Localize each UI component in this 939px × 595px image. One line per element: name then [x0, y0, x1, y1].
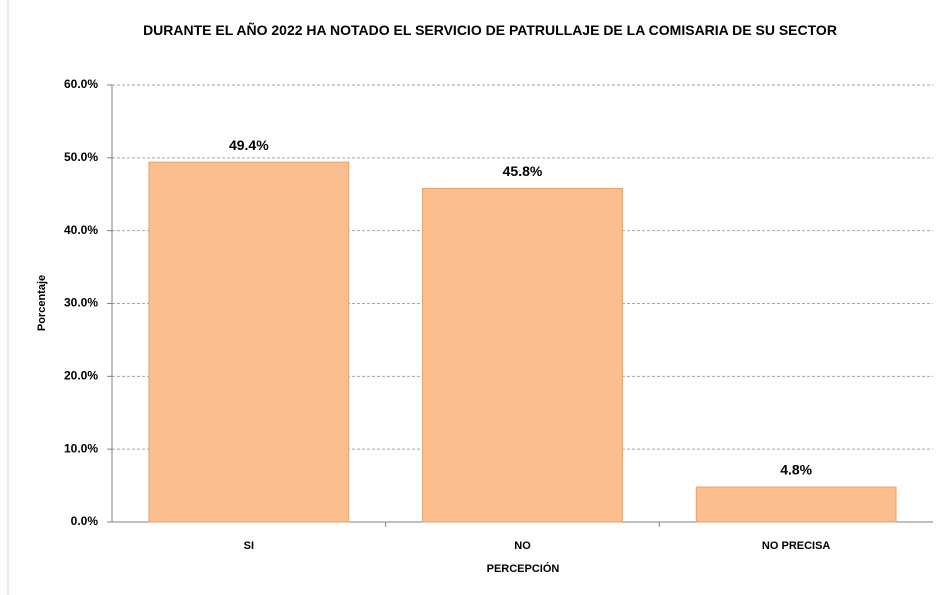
- y-axis-label: Porcentaje: [36, 275, 48, 331]
- x-tick-label: SI: [244, 540, 254, 552]
- y-tick-label: 30.0%: [64, 296, 98, 310]
- x-axis-label: PERCEPCIÓN: [487, 562, 560, 575]
- bar: [148, 161, 350, 523]
- x-tick-label: NO PRECISA: [762, 540, 831, 552]
- x-tick-label: NO: [514, 540, 531, 552]
- bar: [422, 187, 623, 523]
- y-tick-label: 20.0%: [64, 369, 98, 383]
- y-tick-label: 40.0%: [64, 223, 98, 237]
- y-tick-label: 50.0%: [64, 150, 98, 164]
- y-tick-label: 60.0%: [64, 77, 98, 91]
- data-label: 49.4%: [229, 137, 269, 153]
- bar: [695, 486, 897, 523]
- chart-title: DURANTE EL AÑO 2022 HA NOTADO EL SERVICI…: [143, 22, 837, 38]
- y-tick-label: 10.0%: [64, 441, 98, 455]
- data-label: 4.8%: [780, 462, 812, 478]
- data-label: 45.8%: [503, 163, 543, 179]
- y-tick-label: 0.0%: [71, 514, 99, 528]
